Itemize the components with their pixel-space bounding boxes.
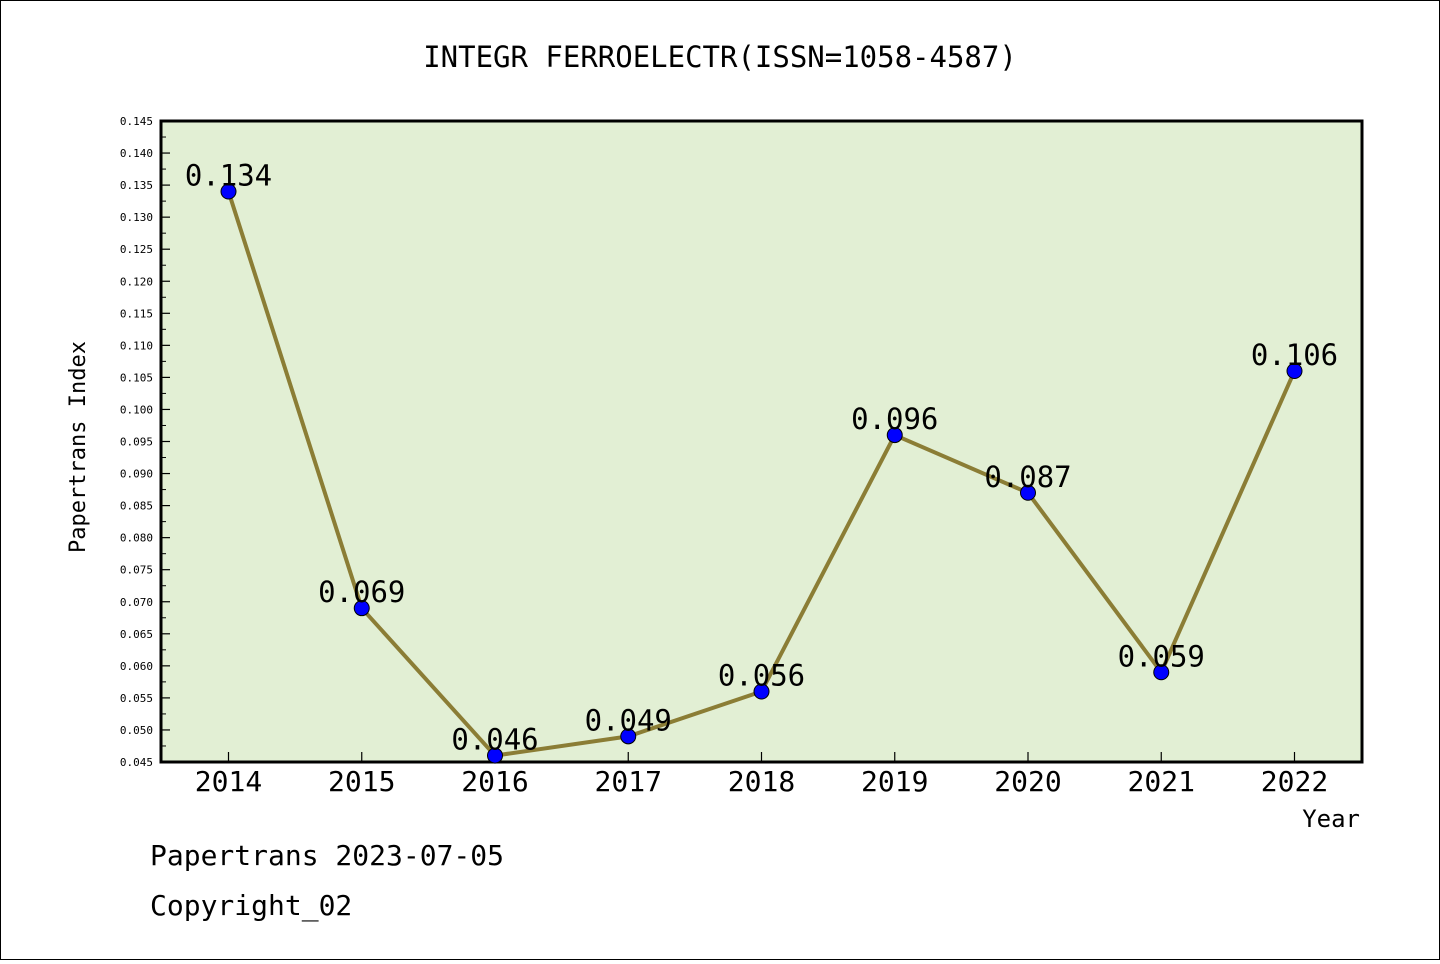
x-tick-label: 2020 bbox=[994, 765, 1061, 798]
y-tick-label: 0.065 bbox=[120, 628, 153, 641]
data-label: 0.049 bbox=[585, 703, 672, 737]
y-tick-label: 0.100 bbox=[120, 403, 153, 416]
x-tick-label: 2019 bbox=[861, 765, 928, 798]
y-axis-label: Papertrans Index bbox=[66, 341, 91, 553]
y-tick-label: 0.145 bbox=[120, 115, 153, 128]
y-axis: 0.045 0.050 0.055 0.060 0.065 0.070 0.075 0.080… bbox=[120, 115, 170, 769]
y-tick-label: 0.045 bbox=[120, 756, 153, 769]
y-tick-label: 0.110 bbox=[120, 339, 153, 352]
data-label: 0.087 bbox=[984, 460, 1071, 494]
y-tick-label: 0.115 bbox=[120, 307, 153, 320]
x-tick-label: 2017 bbox=[595, 765, 662, 798]
y-tick-label: 0.120 bbox=[120, 275, 153, 288]
x-axis-label: Year bbox=[1302, 805, 1360, 833]
data-point bbox=[620, 728, 637, 745]
y-tick-label: 0.085 bbox=[120, 500, 153, 513]
data-label: 0.056 bbox=[718, 658, 805, 692]
data-label: 0.069 bbox=[318, 575, 405, 609]
footer-date: Papertrans 2023-07-05 bbox=[150, 839, 504, 872]
y-tick-label: 0.095 bbox=[120, 436, 153, 449]
y-tick-label: 0.080 bbox=[120, 532, 153, 545]
data-label: 0.134 bbox=[185, 159, 272, 193]
footer-copyright: Copyright_02 bbox=[150, 889, 352, 923]
data-label: 0.106 bbox=[1251, 338, 1338, 372]
y-tick-label: 0.105 bbox=[120, 371, 153, 384]
data-point bbox=[753, 683, 770, 700]
x-tick-label: 2015 bbox=[328, 765, 395, 798]
data-point bbox=[353, 600, 370, 617]
data-label: 0.096 bbox=[851, 402, 938, 436]
x-axis: 2014 2015 2016 2017 2018 2019 2020 2021 2022 bbox=[195, 752, 1328, 798]
y-tick-label: 0.050 bbox=[120, 724, 153, 737]
data-point bbox=[886, 427, 903, 444]
y-tick-label: 0.135 bbox=[120, 179, 153, 192]
y-tick-label: 0.060 bbox=[120, 660, 153, 673]
series-layer bbox=[220, 183, 1303, 764]
x-tick-label: 2016 bbox=[461, 765, 528, 798]
y-tick-label: 0.130 bbox=[120, 211, 153, 224]
data-point bbox=[1286, 362, 1303, 379]
y-tick-label: 0.075 bbox=[120, 564, 153, 577]
data-label-layer: 0.134 0.069 0.046 0.049 0.056 0.096 0.087 0.059… bbox=[185, 159, 1338, 757]
chart-title: INTEGR FERROELECTR(ISSN=1058-4587) bbox=[423, 40, 1017, 74]
y-tick-label: 0.070 bbox=[120, 596, 153, 609]
plot-area bbox=[159, 119, 1364, 764]
data-point bbox=[220, 183, 237, 200]
x-tick-label: 2014 bbox=[195, 765, 262, 798]
x-tick-label: 2021 bbox=[1128, 765, 1195, 798]
y-tick-label: 0.055 bbox=[120, 692, 153, 705]
x-tick-label: 2022 bbox=[1261, 765, 1328, 798]
data-point bbox=[487, 747, 503, 764]
y-tick-label: 0.090 bbox=[120, 468, 153, 481]
data-point bbox=[1153, 664, 1170, 681]
y-tick-label: 0.125 bbox=[120, 243, 153, 256]
data-label: 0.059 bbox=[1118, 639, 1205, 673]
x-tick-label: 2018 bbox=[728, 765, 795, 798]
y-tick-label: 0.140 bbox=[120, 147, 153, 160]
data-label: 0.046 bbox=[451, 723, 538, 757]
data-point bbox=[1020, 484, 1036, 501]
